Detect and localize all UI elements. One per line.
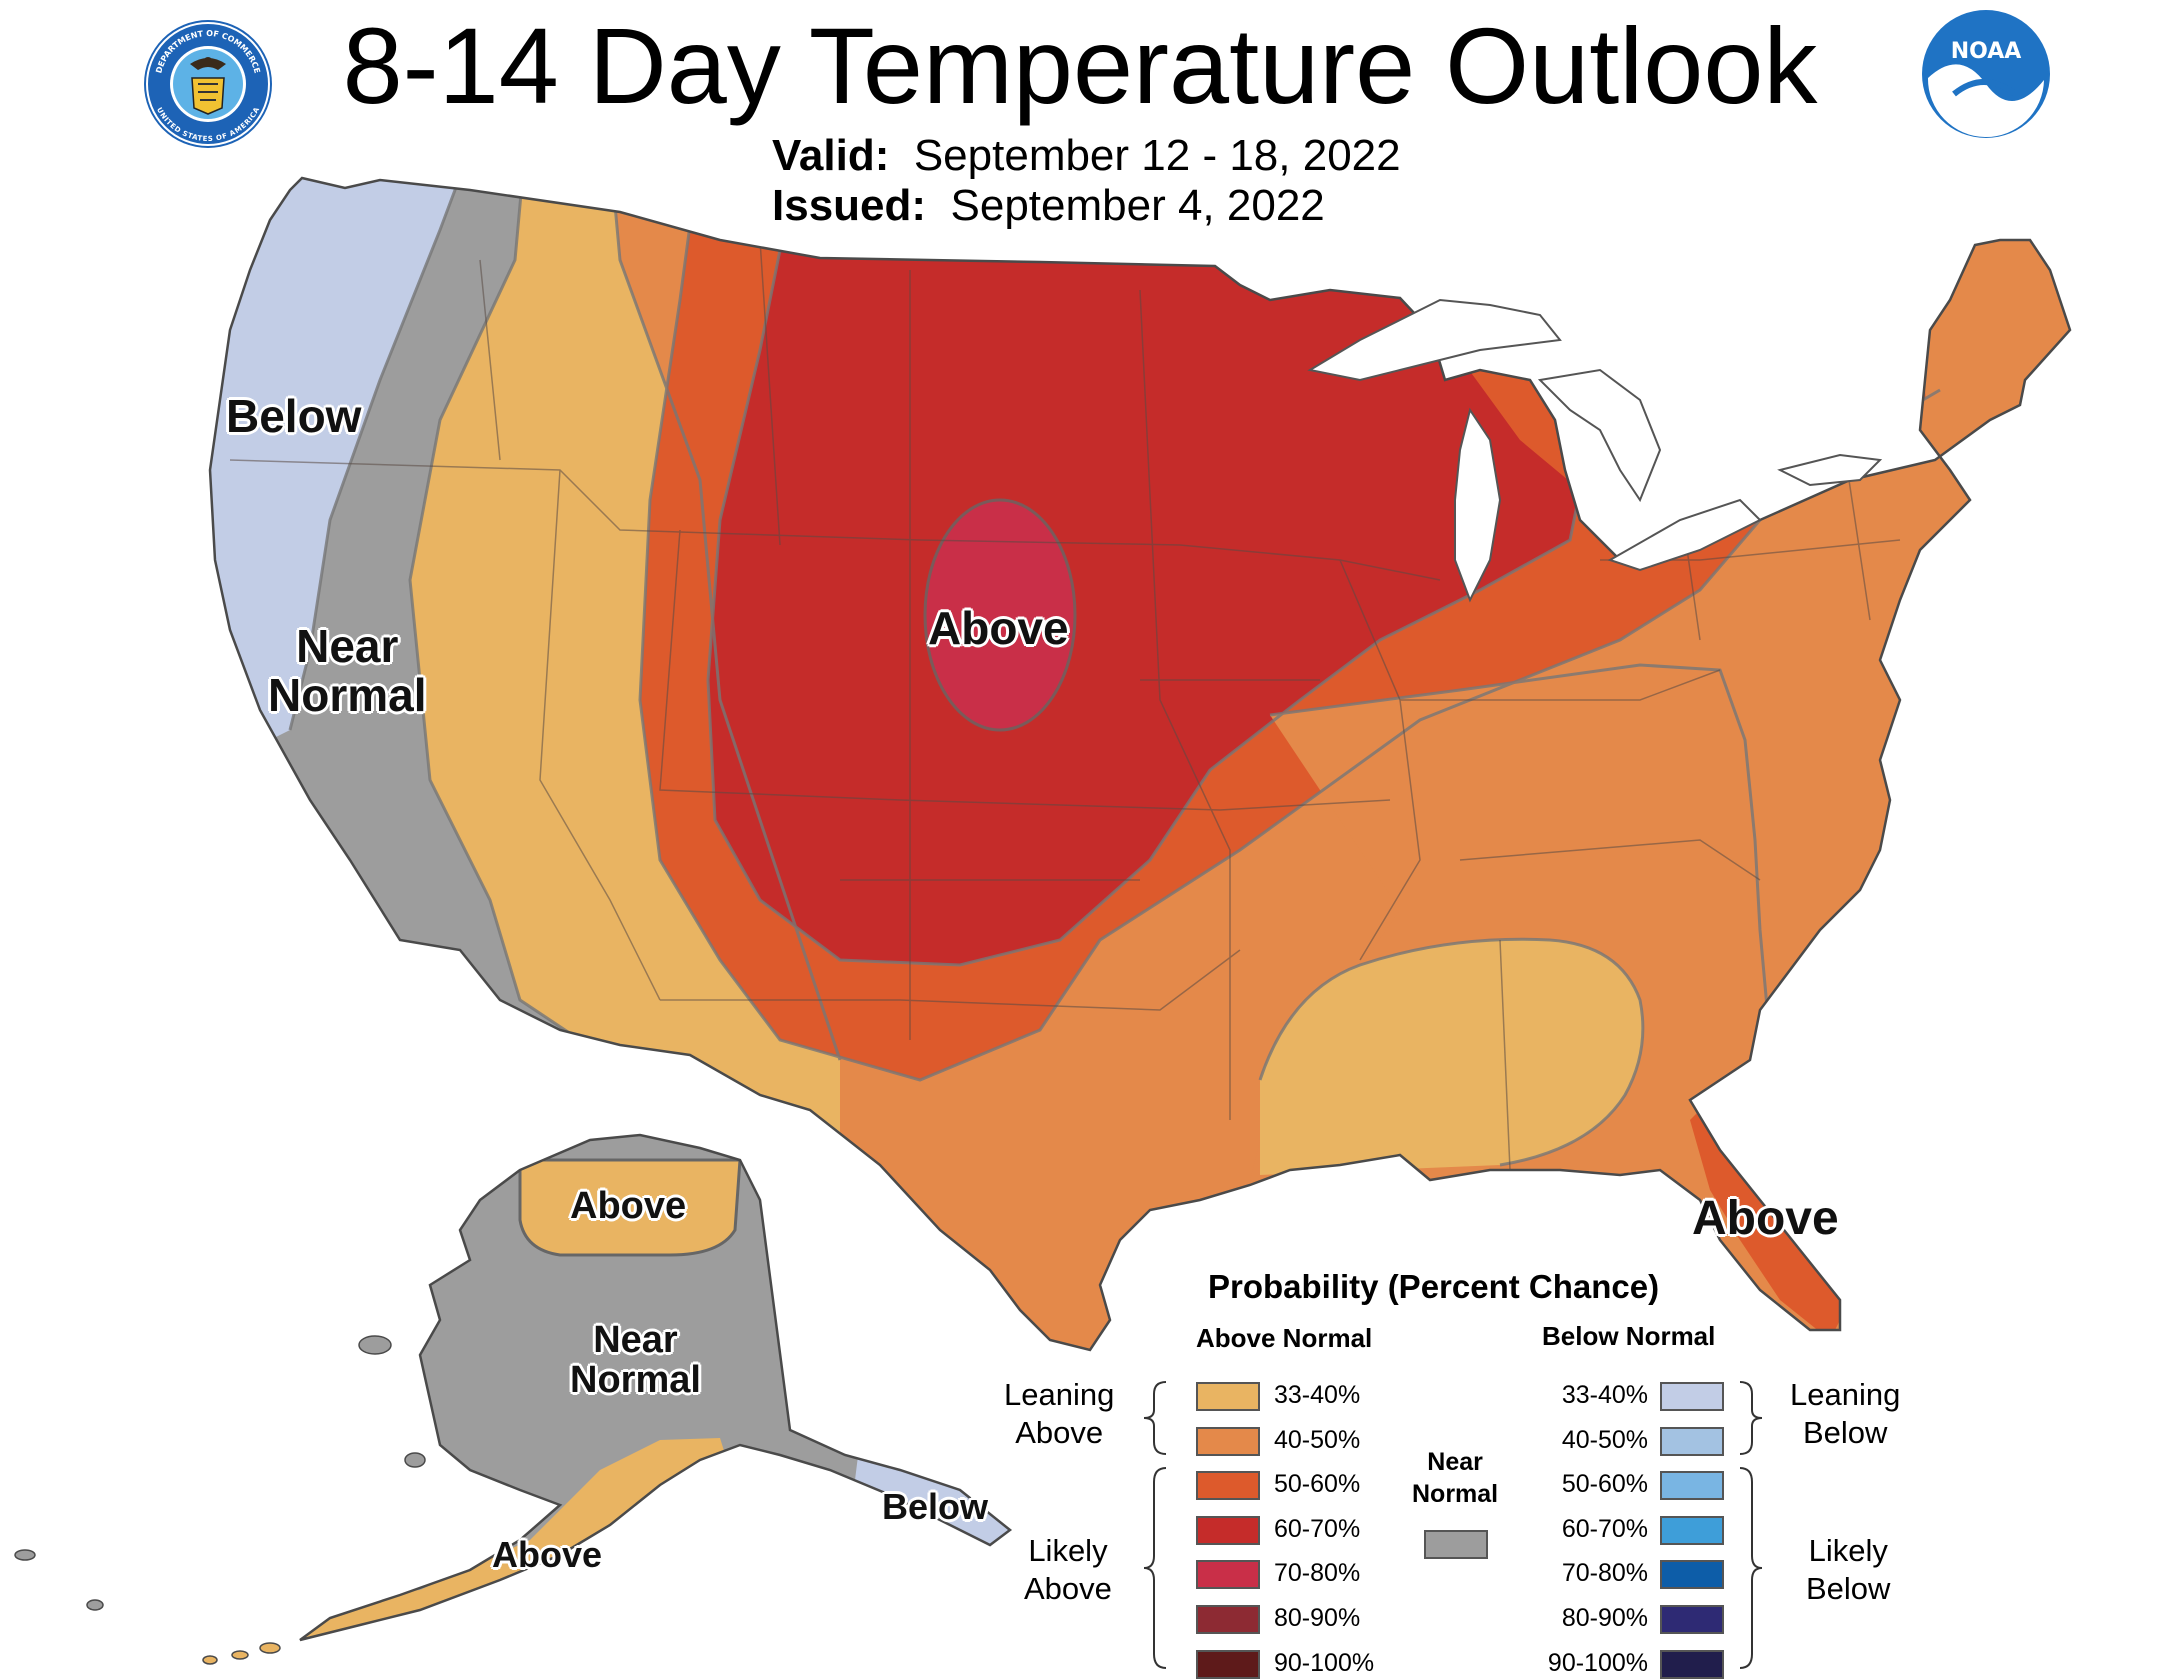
brace-leaning-below (1739, 1381, 1763, 1455)
leaning-below-line1: Leaning (1790, 1377, 1901, 1412)
valid-value: September 12 - 18, 2022 (913, 131, 1401, 180)
label-ak-panhandle-below: Below (882, 1486, 989, 1527)
legend-below-header: Below Normal (1542, 1321, 1716, 1351)
likely-below-line1: Likely (1808, 1533, 1888, 1568)
label-west-near-line1: Near (296, 620, 399, 672)
label-ak-near-normal: Near Normal (570, 1320, 701, 1401)
legend-leaning-above: Leaning Above (1004, 1376, 1114, 1452)
legend-likely-below: Likely Below (1806, 1532, 1890, 1608)
conus-outlook-regions (210, 178, 2070, 1350)
great-lakes (1307, 298, 1883, 603)
above-swatch (1196, 1650, 1260, 1679)
above-range-label: 40-50% (1274, 1426, 1361, 1454)
near-normal-line2: Normal (1412, 1480, 1499, 1508)
above-swatch (1196, 1427, 1260, 1456)
department-of-commerce-seal-icon: DEPARTMENT OF COMMERCE UNITED STATES OF … (144, 20, 272, 148)
label-florida-above: Above (1692, 1192, 1839, 1245)
below-swatch (1660, 1471, 1724, 1500)
likely-above-line2: Above (1024, 1571, 1112, 1606)
label-west-near-normal: Near Normal (268, 622, 426, 720)
below-swatch (1660, 1427, 1724, 1456)
above-range-label: 70-80% (1274, 1559, 1361, 1587)
issued-label: Issued: (772, 181, 927, 230)
above-swatch (1196, 1605, 1260, 1634)
legend-likely-above: Likely Above (1024, 1532, 1112, 1608)
label-west-below: Below (226, 390, 362, 442)
issued-date: Issued: September 4, 2022 (772, 180, 1325, 232)
below-range-label: 70-80% (1561, 1559, 1648, 1587)
below-range-label: 90-100% (1547, 1649, 1648, 1677)
legend-leaning-below: Leaning Below (1790, 1376, 1900, 1452)
below-swatch (1660, 1516, 1724, 1545)
issued-value: September 4, 2022 (950, 181, 1325, 230)
below-range-label: 33-40% (1561, 1381, 1648, 1409)
above-range-label: 60-70% (1274, 1515, 1361, 1543)
noaa-logo-text: NOAA (1951, 39, 2022, 64)
label-central-above: Above (928, 602, 1069, 654)
leaning-above-line2: Above (1015, 1415, 1104, 1450)
below-swatch (1660, 1382, 1724, 1411)
near-normal-swatch (1424, 1530, 1488, 1559)
label-ak-near-line2: Normal (570, 1359, 701, 1402)
below-swatch (1660, 1560, 1724, 1589)
above-range-label: 50-60% (1274, 1470, 1361, 1498)
likely-above-line1: Likely (1028, 1533, 1108, 1568)
label-west-near-line2: Normal (268, 668, 427, 721)
below-range-label: 60-70% (1561, 1515, 1648, 1543)
above-range-label: 90-100% (1274, 1649, 1375, 1677)
leaning-below-line2: Below (1802, 1415, 1888, 1450)
map-title: 8-14 Day Temperature Outlook (342, 5, 1818, 126)
leaning-above-line1: Leaning (1004, 1377, 1115, 1412)
above-swatch (1196, 1516, 1260, 1545)
label-ak-north-above: Above (570, 1185, 687, 1227)
above-swatch (1196, 1560, 1260, 1589)
legend-title: Probability (Percent Chance) (1208, 1268, 1660, 1305)
legend-near-normal: Near Normal (1412, 1446, 1498, 1510)
label-ak-near-line1: Near (593, 1319, 678, 1361)
brace-likely-below (1739, 1467, 1763, 1669)
brace-leaning-above (1143, 1381, 1167, 1455)
valid-dates: Valid: September 12 - 18, 2022 (772, 130, 1401, 182)
near-normal-line1: Near (1427, 1448, 1483, 1476)
below-range-label: 50-60% (1561, 1470, 1648, 1498)
above-range-label: 33-40% (1274, 1381, 1361, 1409)
below-swatch (1660, 1605, 1724, 1634)
label-ak-south-above: Above (492, 1534, 603, 1575)
above-range-label: 80-90% (1274, 1604, 1361, 1632)
above-swatch (1196, 1471, 1260, 1500)
valid-label: Valid: (772, 131, 890, 180)
below-range-label: 40-50% (1561, 1426, 1648, 1454)
below-range-label: 80-90% (1561, 1604, 1648, 1632)
below-swatch (1660, 1650, 1724, 1679)
legend-above-header: Above Normal (1196, 1323, 1373, 1353)
likely-below-line2: Below (1806, 1571, 1891, 1606)
brace-likely-above (1143, 1467, 1167, 1669)
noaa-logo-icon: NOAA (1922, 10, 2050, 138)
above-swatch (1196, 1382, 1260, 1411)
